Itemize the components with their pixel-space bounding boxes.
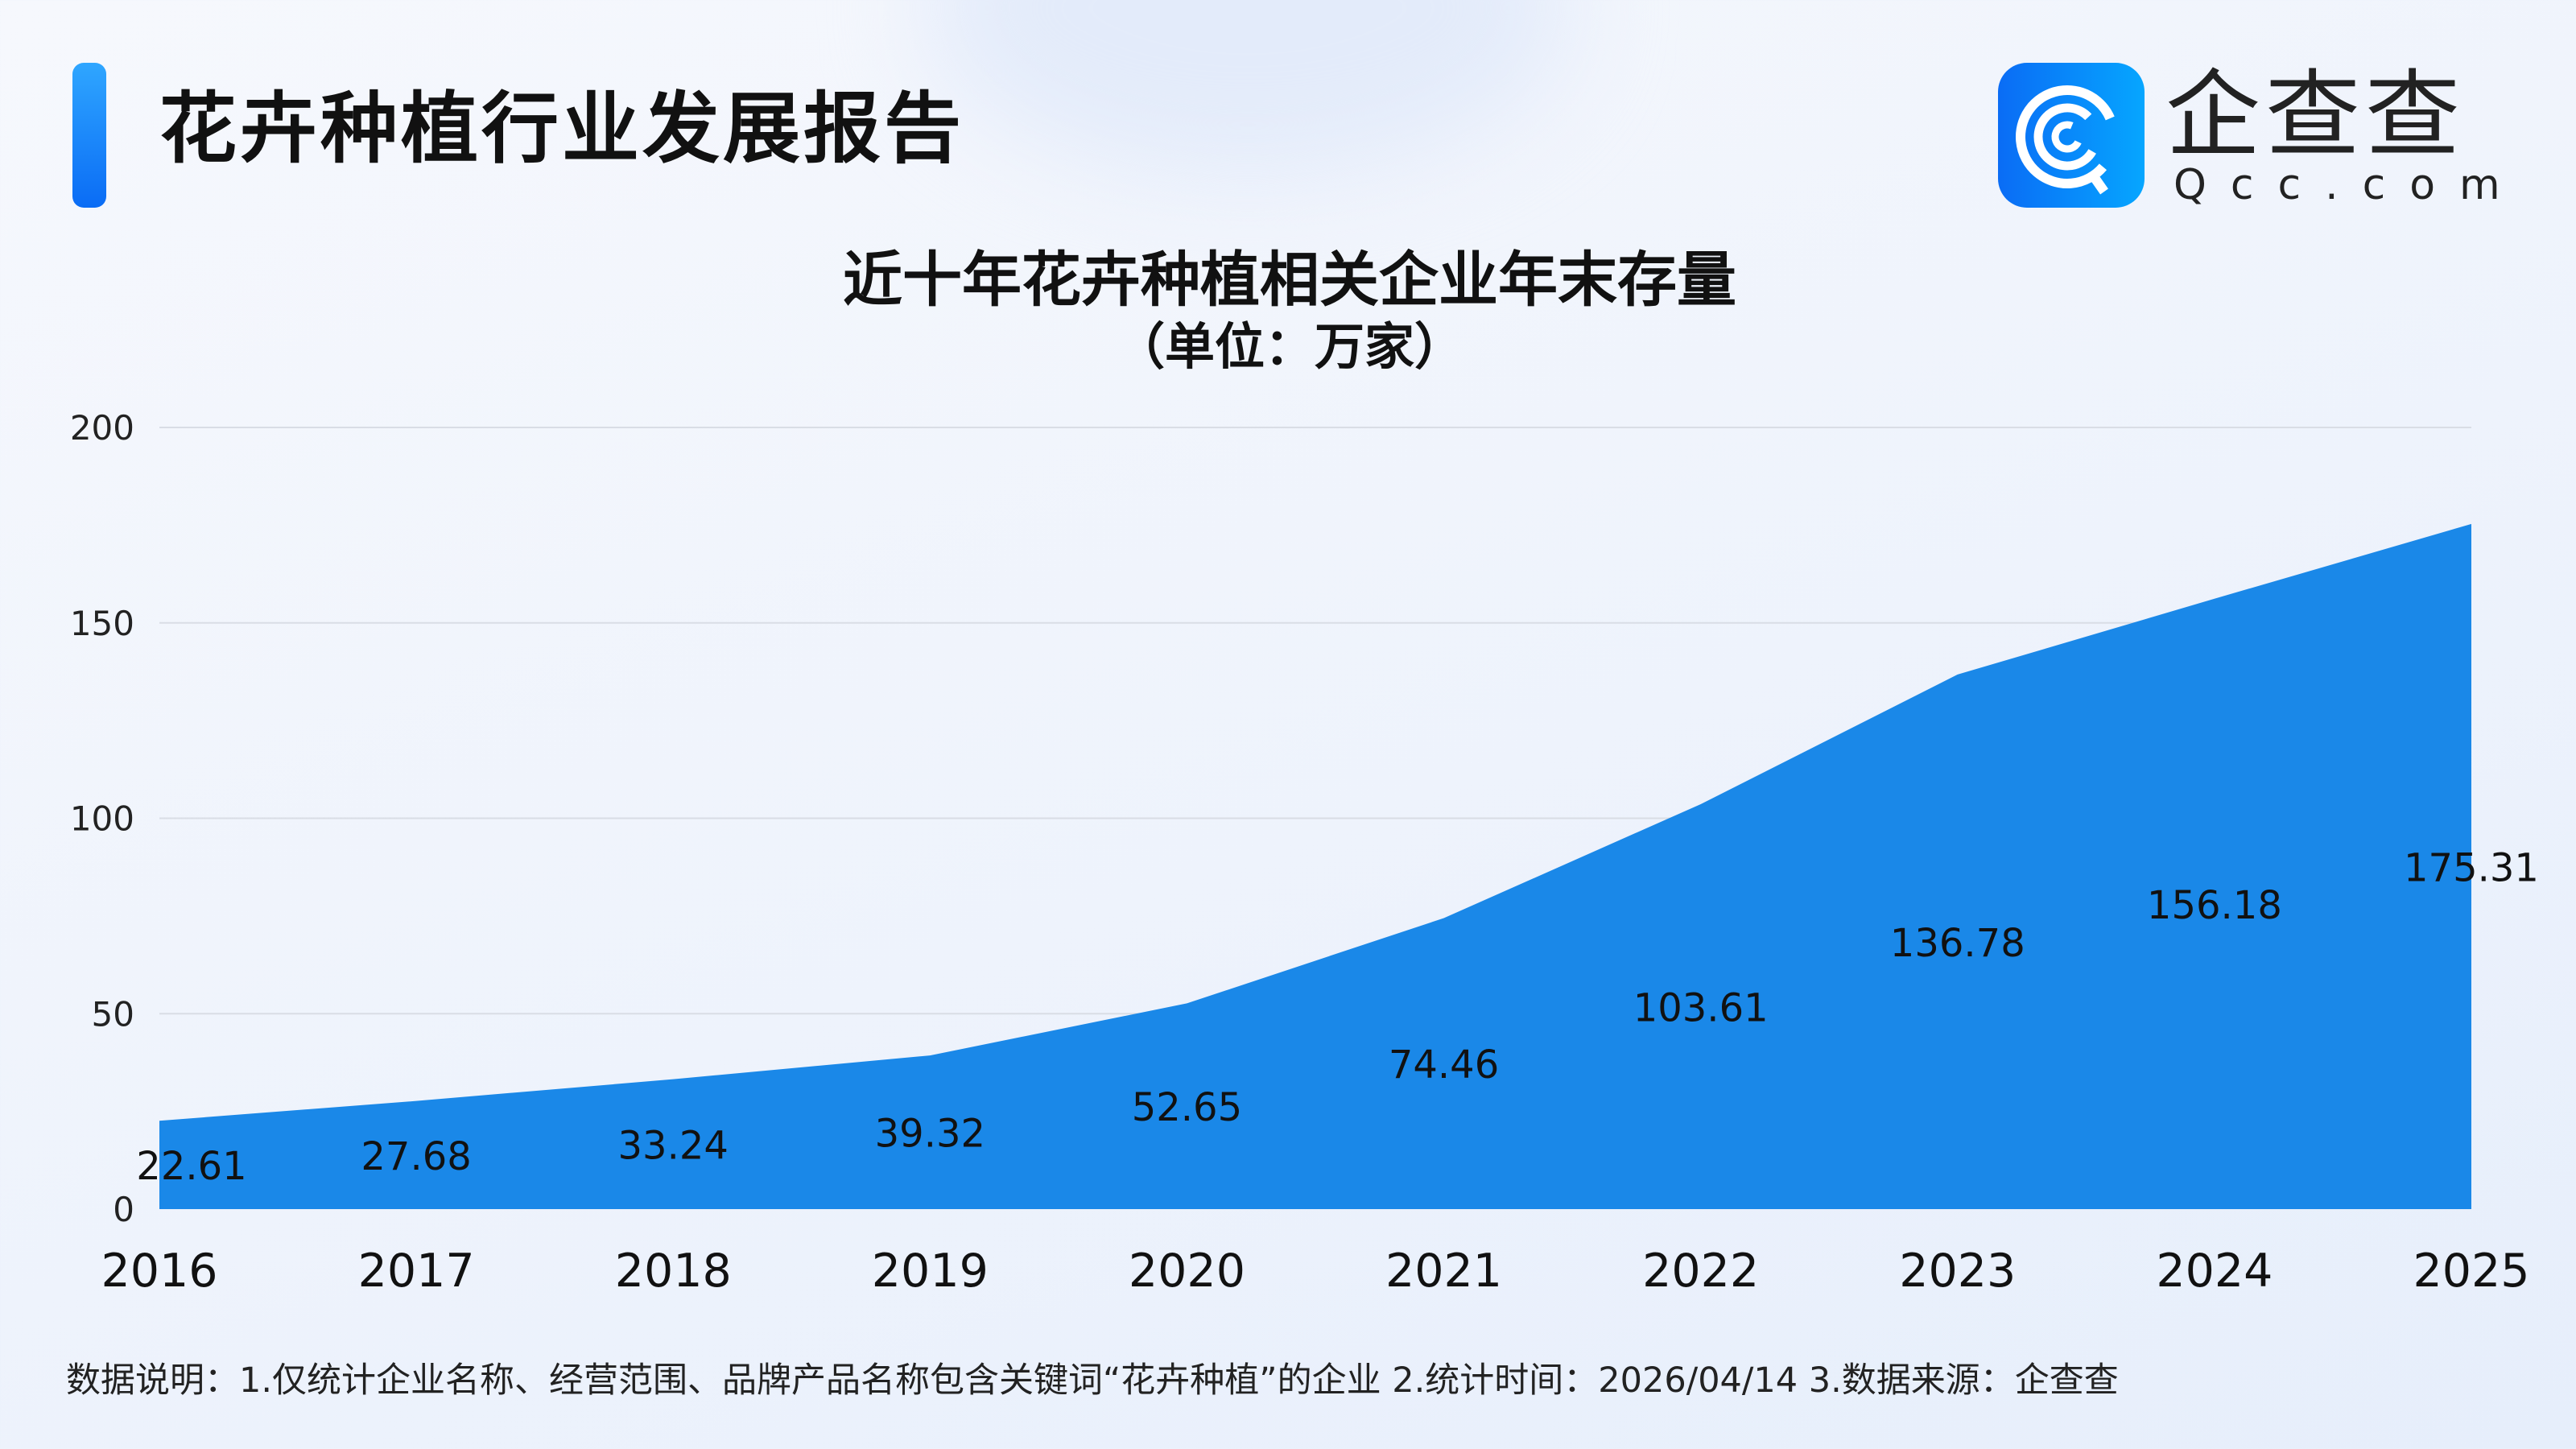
x-tick-label: 2021 (1385, 1245, 1502, 1298)
data-label: 27.68 (361, 1134, 471, 1179)
qcc-logo-text: 企查查 (2165, 60, 2466, 171)
x-tick-label: 2023 (1899, 1245, 2016, 1298)
footnote: 数据说明：1.仅统计企业名称、经营范围、品牌产品名称包含关键词“花卉种植”的企业… (66, 1360, 2119, 1401)
page-title: 花卉种植行业发展报告 (159, 84, 964, 174)
data-label: 175.31 (2404, 845, 2539, 890)
x-tick-label: 2025 (2413, 1245, 2529, 1298)
qcc-logo-icon (1998, 63, 2145, 208)
x-tick-label: 2017 (358, 1245, 475, 1298)
x-tick-label: 2019 (872, 1245, 989, 1298)
data-label: 136.78 (1890, 921, 2025, 966)
x-tick-label: 2022 (1642, 1245, 1759, 1298)
data-label: 74.46 (1389, 1042, 1499, 1088)
data-label: 103.61 (1633, 985, 1769, 1030)
qcc-logo-domain: Qcc.com (2174, 161, 2524, 209)
y-tick-label: 100 (70, 799, 134, 839)
x-tick-label: 2024 (2156, 1245, 2273, 1298)
x-tick-label: 2016 (101, 1245, 217, 1298)
data-label: 156.18 (2147, 883, 2282, 928)
chart-title: 近十年花卉种植相关企业年末存量 (843, 246, 1736, 315)
chart-subtitle: （单位：万家） (1114, 317, 1464, 376)
x-tick-label: 2020 (1129, 1245, 1245, 1298)
data-label: 39.32 (875, 1112, 985, 1157)
y-tick-label: 0 (113, 1190, 134, 1229)
area-series (159, 523, 2471, 1209)
y-tick-label: 150 (70, 604, 134, 643)
y-tick-label: 200 (70, 408, 134, 448)
data-label: 52.65 (1132, 1085, 1242, 1130)
title-accent-bar (72, 63, 106, 208)
data-label: 22.61 (136, 1144, 246, 1189)
y-tick-label: 50 (92, 994, 134, 1034)
x-tick-label: 2018 (615, 1245, 732, 1298)
data-label: 33.24 (618, 1123, 729, 1168)
